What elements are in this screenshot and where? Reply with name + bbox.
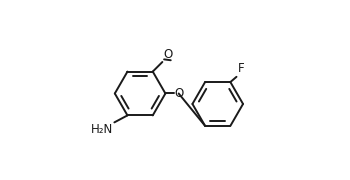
Text: O: O — [163, 48, 173, 61]
Text: H₂N: H₂N — [91, 123, 113, 136]
Text: O: O — [175, 87, 184, 100]
Text: F: F — [238, 62, 244, 75]
